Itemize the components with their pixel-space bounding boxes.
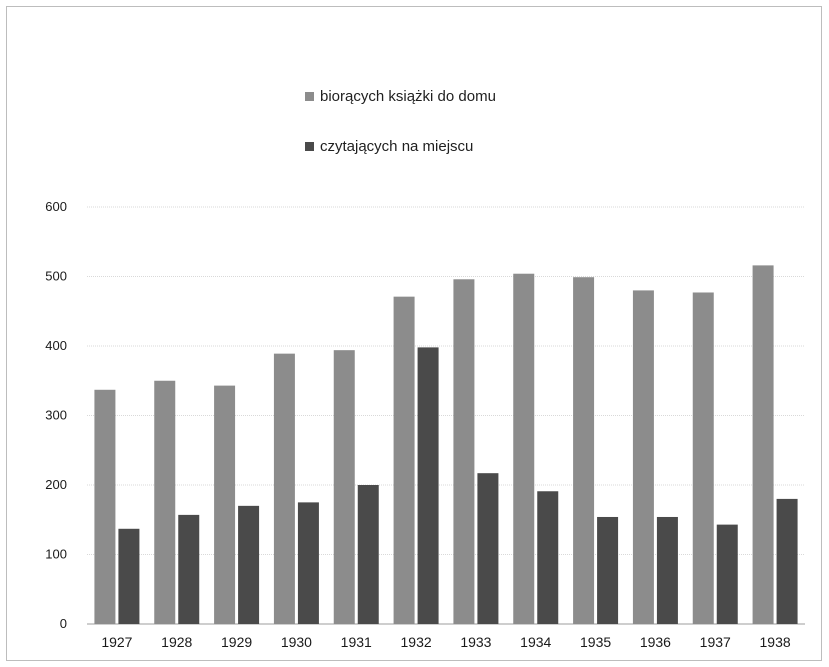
bar-series-2-1936 bbox=[656, 516, 678, 624]
bar-chart: biorących książki do domu czytających na… bbox=[45, 88, 805, 650]
x-tick-label: 1938 bbox=[760, 634, 791, 650]
bar-series-2-1929 bbox=[238, 505, 260, 624]
bar-series-1-1932 bbox=[393, 296, 415, 624]
x-tick-label: 1933 bbox=[460, 634, 491, 650]
x-tick-label: 1935 bbox=[580, 634, 611, 650]
legend: biorących książki do domu czytających na… bbox=[305, 88, 496, 155]
y-tick-label: 300 bbox=[45, 408, 67, 423]
bar-series-2-1933 bbox=[477, 473, 499, 624]
bars bbox=[94, 265, 798, 624]
bar-series-2-1930 bbox=[297, 502, 319, 624]
x-tick-label: 1932 bbox=[401, 634, 432, 650]
chart-frame: biorących książki do domu czytających na… bbox=[6, 6, 822, 661]
gridlines bbox=[87, 206, 805, 625]
bar-series-2-1928 bbox=[178, 514, 200, 624]
x-axis: 1927 1928 1929 1930 1931 1932 1933 1934 1935 1936… bbox=[101, 634, 791, 650]
bar-series-1-1930 bbox=[273, 353, 295, 624]
bar-series-1-1931 bbox=[333, 350, 355, 624]
bar-series-1-1933 bbox=[453, 279, 475, 624]
bar-series-1-1938 bbox=[752, 265, 774, 624]
y-tick-label: 0 bbox=[60, 616, 67, 631]
y-tick-label: 400 bbox=[45, 338, 67, 353]
x-tick-label: 1930 bbox=[281, 634, 312, 650]
bar-series-2-1934 bbox=[537, 491, 559, 624]
x-tick-label: 1934 bbox=[520, 634, 551, 650]
bar-series-1-1934 bbox=[513, 273, 535, 624]
legend-label-series-1: biorących książki do domu bbox=[320, 88, 496, 105]
bar-series-1-1935 bbox=[573, 277, 595, 624]
legend-swatch-series-2 bbox=[305, 142, 314, 151]
y-tick-label: 200 bbox=[45, 477, 67, 492]
bar-series-2-1938 bbox=[776, 498, 798, 624]
x-tick-label: 1928 bbox=[161, 634, 192, 650]
y-tick-label: 500 bbox=[45, 269, 67, 284]
y-tick-label: 100 bbox=[45, 547, 67, 562]
x-tick-label: 1927 bbox=[101, 634, 132, 650]
x-tick-label: 1937 bbox=[700, 634, 731, 650]
bar-series-1-1927 bbox=[94, 389, 116, 624]
bar-series-1-1937 bbox=[692, 292, 714, 624]
legend-swatch-series-1 bbox=[305, 92, 314, 101]
x-tick-label: 1929 bbox=[221, 634, 252, 650]
bar-series-1-1929 bbox=[214, 385, 236, 624]
bar-series-1-1936 bbox=[632, 290, 654, 624]
bar-series-2-1935 bbox=[597, 516, 619, 624]
legend-label-series-2: czytających na miejscu bbox=[320, 138, 473, 155]
bar-series-2-1932 bbox=[417, 347, 439, 624]
bar-series-2-1937 bbox=[716, 524, 738, 624]
x-tick-label: 1936 bbox=[640, 634, 671, 650]
y-tick-label: 600 bbox=[45, 199, 67, 214]
y-axis: 0 100 200 300 400 500 600 bbox=[45, 199, 67, 631]
bar-series-2-1927 bbox=[118, 528, 140, 624]
x-tick-label: 1931 bbox=[341, 634, 372, 650]
bar-series-2-1931 bbox=[357, 485, 379, 624]
bar-series-1-1928 bbox=[154, 380, 176, 624]
